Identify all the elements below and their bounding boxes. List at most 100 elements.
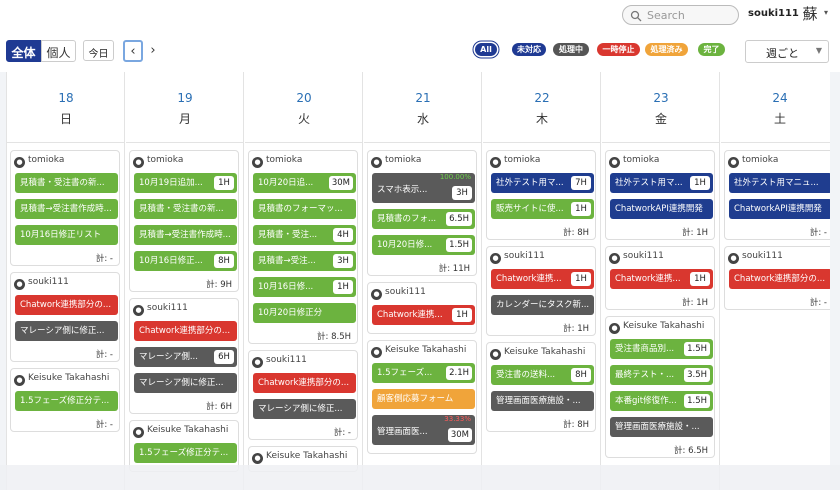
task-item[interactable]: ChatworkAPI連携開発	[729, 199, 830, 219]
day-number[interactable]: 23	[653, 91, 669, 105]
task-item[interactable]: 受注書商品別... 1.5H	[610, 339, 713, 359]
task-item[interactable]: 見積書のフォーマッ...	[253, 199, 356, 219]
task-item[interactable]: 顧客側応募フォーム	[372, 389, 475, 409]
task-item[interactable]: 1.5フェーズ修正分テ...	[134, 443, 237, 463]
group-total: 計: 8.5H	[317, 332, 351, 342]
task-item[interactable]: Chatwork連携... 1H	[491, 269, 594, 289]
task-item[interactable]: 見積書→受注書作成時...	[15, 199, 118, 219]
view-select[interactable]: 週ごと ▼	[745, 40, 829, 63]
user-avatar-icon: ●	[728, 253, 739, 264]
day-number[interactable]: 24	[772, 91, 788, 105]
user-name: Keisuke Takahashi	[147, 425, 229, 435]
user-header: ● Keisuke Takahashi	[133, 425, 229, 438]
today-button[interactable]: 今日	[83, 40, 114, 61]
task-item[interactable]: 社外テスト用マニュ...	[729, 173, 830, 193]
task-item[interactable]: Chatwork連携部分の...	[15, 295, 118, 315]
user-header: ● souki111	[133, 303, 188, 316]
task-item[interactable]: 見積書→受注... 3H	[253, 251, 356, 271]
task-item[interactable]: マレーシア側に修正...	[134, 373, 237, 393]
task-title: 1.5フェーズ...	[377, 368, 433, 378]
task-item[interactable]: 10月20日追... 30M	[253, 173, 356, 193]
task-item[interactable]: 1.5フェーズ修正分テ...	[15, 391, 118, 411]
bottom-bar	[0, 465, 840, 490]
task-title: 見積書→受注書作成時...	[20, 204, 112, 214]
user-name: souki111	[28, 277, 69, 287]
task-item[interactable]: ChatworkAPI連携開発	[610, 199, 713, 219]
filter-chip[interactable]: 未対応	[512, 43, 546, 56]
task-progress: 100.00%	[439, 173, 471, 181]
task-item[interactable]: 管理画面医療施設・...	[491, 391, 594, 411]
task-item[interactable]: Chatwork連携部分の...	[729, 269, 830, 289]
user-avatar-icon: ●	[371, 157, 382, 168]
task-item[interactable]: 販売サイトに使... 1H	[491, 199, 594, 219]
task-item[interactable]: マレーシア側... 6H	[134, 347, 237, 367]
task-item[interactable]: 10月16日修... 1H	[253, 277, 356, 297]
chevron-down-icon[interactable]: ▾	[824, 8, 829, 17]
task-item[interactable]: 10月16日修正リスト	[15, 225, 118, 245]
task-item[interactable]: 受注書の送料... 8H	[491, 365, 594, 385]
task-item[interactable]: 見積書・受注書の新...	[134, 199, 237, 219]
task-title: 見積書・受注書の新...	[139, 204, 224, 214]
filter-chip[interactable]: 一時停止	[597, 43, 640, 56]
task-item[interactable]: Chatwork連携部分の...	[253, 373, 356, 393]
user-avatar-icon: ●	[609, 157, 620, 168]
task-title: Chatwork連携...	[377, 310, 443, 320]
task-hours: 7H	[571, 176, 591, 190]
day-number[interactable]: 20	[296, 91, 312, 105]
user-name: souki111	[385, 287, 426, 297]
user-avatar-icon: ●	[490, 253, 501, 264]
task-title: Chatwork連携...	[615, 274, 681, 284]
task-item[interactable]: 見積書のフォ... 6.5H	[372, 209, 475, 229]
task-title: 販売サイトに使...	[496, 204, 564, 214]
task-item[interactable]: 見積書・受注... 4H	[253, 225, 356, 245]
task-item[interactable]: 10月19日追加... 1H	[134, 173, 237, 193]
task-item[interactable]: 最終テスト・... 3.5H	[610, 365, 713, 385]
task-item[interactable]: マレーシア側に修正...	[253, 399, 356, 419]
day-number[interactable]: 18	[58, 91, 74, 105]
task-item[interactable]: 社外テスト用マ... 1H	[610, 173, 713, 193]
task-item[interactable]: 10月20日修正分	[253, 303, 356, 323]
search-input[interactable]: Search	[622, 5, 739, 25]
task-item[interactable]: 1.5フェーズ... 2.1H	[372, 363, 475, 383]
user-task-group: ● tomioka 社外テスト用マニュ... ChatworkAPI連携開発 計: -	[724, 150, 830, 240]
task-hours: 2.1H	[446, 366, 472, 380]
divider	[364, 142, 482, 143]
task-item[interactable]: スマホ表示... 100.00% 3H	[372, 173, 475, 203]
filter-chip[interactable]: 完了	[698, 43, 725, 56]
prev-week-button[interactable]: ‹	[123, 40, 143, 62]
group-total: 計: -	[95, 420, 113, 430]
username[interactable]: souki111	[748, 8, 799, 19]
task-item[interactable]: カレンダーにタスク新...	[491, 295, 594, 315]
task-hours: 3H	[452, 186, 472, 200]
next-week-button[interactable]: ›	[143, 40, 163, 62]
filter-chip[interactable]: 処理中	[553, 43, 589, 56]
personal-button[interactable]: 個人	[41, 40, 76, 62]
group-total: 計: 8H	[563, 420, 589, 430]
task-item[interactable]: Chatwork連携部分の...	[134, 321, 237, 341]
task-item[interactable]: 管理画面医療施設・...	[610, 417, 713, 437]
filter-chip[interactable]: All	[475, 43, 497, 56]
task-title: 最終テスト・...	[615, 370, 675, 380]
day-number[interactable]: 19	[177, 91, 193, 105]
day-number[interactable]: 22	[534, 91, 550, 105]
task-title: マレーシア側に修正...	[258, 404, 343, 414]
all-button[interactable]: 全体	[6, 40, 41, 62]
task-item[interactable]: 見積書・受注書の新...	[15, 173, 118, 193]
avatar[interactable]: 蘇	[802, 5, 818, 23]
user-task-group: ● tomioka 10月19日追加... 1H 見積書・受注書の新... 見積書→受注書…	[129, 150, 239, 292]
user-header: ● tomioka	[133, 155, 183, 168]
task-item[interactable]: 10月16日修正... 8H	[134, 251, 237, 271]
task-item[interactable]: Chatwork連携... 1H	[372, 305, 475, 325]
task-hours: 1.5H	[684, 394, 710, 408]
task-item[interactable]: 10月20日修... 1.5H	[372, 235, 475, 255]
filter-chip[interactable]: 処理済み	[645, 43, 688, 56]
task-title: Chatwork連携部分の...	[20, 300, 112, 310]
task-item[interactable]: 見積書→受注書作成時...	[134, 225, 237, 245]
task-item[interactable]: 本番git修復作... 1.5H	[610, 391, 713, 411]
task-item[interactable]: 管理画面医... 33.33% 30M	[372, 415, 475, 445]
user-name: tomioka	[266, 155, 303, 165]
day-number[interactable]: 21	[415, 91, 431, 105]
task-item[interactable]: Chatwork連携... 1H	[610, 269, 713, 289]
task-item[interactable]: マレーシア側に修正...	[15, 321, 118, 341]
task-item[interactable]: 社外テスト用マ... 7H	[491, 173, 594, 193]
